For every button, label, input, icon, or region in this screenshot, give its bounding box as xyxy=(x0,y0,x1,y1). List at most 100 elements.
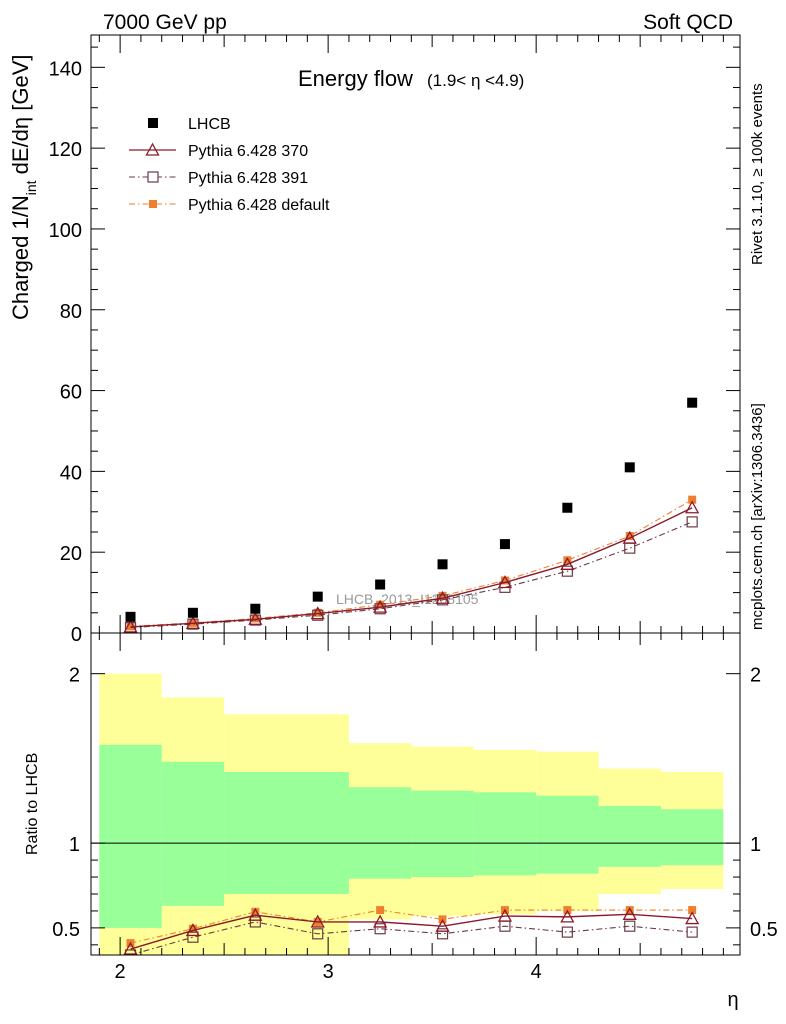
ratio-point-pythia-6-428-default xyxy=(188,924,197,933)
main-point-lhcb xyxy=(624,462,635,473)
x-axis-label: η xyxy=(727,989,738,1011)
main-point-pythia-6-428-391 xyxy=(312,609,324,621)
main-point-pythia-6-428-default xyxy=(438,591,447,600)
stat-uncertainty-band xyxy=(473,792,537,876)
legend-label-pythia-391: Pythia 6.428 391 xyxy=(188,170,308,187)
main-point-pythia-6-428-391 xyxy=(686,516,698,528)
ratio-point-pythia-6-428-370 xyxy=(497,908,513,922)
analysis-watermark: LHCB_2013_I1208105 xyxy=(336,591,479,607)
main-line-pythia-6-428-370 xyxy=(130,507,693,628)
main-point-pythia-6-428-370 xyxy=(185,615,201,629)
y-label-rest: dE/dη [GeV] xyxy=(8,54,33,180)
plot-title: Energy flow xyxy=(298,66,413,91)
main-point-pythia-6-428-default xyxy=(313,608,322,617)
stat-uncertainty-band xyxy=(660,809,724,866)
ratio-point-pythia-6-428-391 xyxy=(561,926,573,938)
stat-uncertainty-band xyxy=(99,744,162,928)
header-energy-label: 7000 GeV pp xyxy=(103,11,227,34)
ratio-point-pythia-6-428-370 xyxy=(310,914,325,928)
stat-uncertainty-band xyxy=(224,771,287,894)
ratio-line-pythia-6-428-391 xyxy=(130,921,693,955)
main-tick-labels: 0 20 40 60 80 100 120 140 xyxy=(49,58,82,646)
ratio-point-pythia-6-428-391 xyxy=(624,920,636,932)
main-y-tick-label: 140 xyxy=(49,58,82,80)
x-tick-label: 2 xyxy=(115,961,126,983)
main-line-pythia-6-428-391 xyxy=(130,521,693,629)
main-point-lhcb xyxy=(125,611,136,622)
rivet-version-label: Rivet 3.1.10, ≥ 100k events xyxy=(749,83,766,265)
main-y-tick-label: 40 xyxy=(60,462,82,484)
main-y-tick-label: 0 xyxy=(71,624,82,646)
ratio-point-pythia-6-428-default xyxy=(688,906,697,915)
main-point-pythia-6-428-default xyxy=(688,495,697,504)
main-y-tick-label: 120 xyxy=(49,139,82,161)
ratio-point-pythia-6-428-391 xyxy=(312,928,324,940)
legend-marker-pythia-391 xyxy=(147,171,159,183)
main-point-lhcb xyxy=(187,607,198,618)
legend-label-lhcb: LHCB xyxy=(188,116,231,133)
main-point-pythia-6-428-default xyxy=(563,556,572,565)
main-point-lhcb xyxy=(687,397,698,408)
ratio-point-pythia-6-428-370 xyxy=(685,911,700,925)
legend-entry-lhcb: LHCB xyxy=(148,116,231,133)
main-point-pythia-6-428-370 xyxy=(248,611,263,625)
ratio-y-tick-label: 2 xyxy=(69,665,80,687)
main-point-pythia-6-428-370 xyxy=(310,606,325,620)
y-label-main: Charged 1/N xyxy=(8,195,33,320)
ratio-plot-frame xyxy=(90,632,741,956)
ratio-y-tick-label-right: 0.5 xyxy=(750,919,778,941)
main-point-pythia-6-428-default xyxy=(500,576,509,585)
main-point-lhcb xyxy=(250,603,261,614)
header-category-label: Soft QCD xyxy=(643,11,733,34)
ratio-uncertainty-bands xyxy=(99,673,724,955)
main-point-pythia-6-428-default xyxy=(251,614,260,623)
ratio-series-layer xyxy=(123,906,700,955)
stat-uncertainty-band xyxy=(598,805,661,867)
ratio-point-pythia-6-428-391 xyxy=(374,923,386,935)
x-tick-label: 3 xyxy=(323,961,334,983)
legend-entry-pythia-391: Pythia 6.428 391 xyxy=(129,170,308,187)
ratio-y-tick-label: 0.5 xyxy=(52,919,80,941)
ratio-point-pythia-6-428-370 xyxy=(248,907,263,921)
legend-marker-pythia-370 xyxy=(145,142,160,156)
ratio-point-pythia-6-428-391 xyxy=(124,949,137,955)
stat-uncertainty-band xyxy=(348,787,412,879)
ratio-point-pythia-6-428-370 xyxy=(123,941,138,955)
main-point-lhcb xyxy=(499,539,510,550)
ratio-point-pythia-6-428-391 xyxy=(187,931,199,943)
legend-entry-pythia-default: Pythia 6.428 default xyxy=(129,197,330,214)
main-point-pythia-6-428-370 xyxy=(123,619,138,633)
ratio-y-tick-label: 1 xyxy=(69,834,80,856)
ratio-point-pythia-6-428-default xyxy=(376,906,385,915)
main-point-pythia-6-428-370 xyxy=(560,556,575,570)
main-point-pythia-6-428-391 xyxy=(561,565,573,577)
ratio-y-tick-label-right: 2 xyxy=(750,665,761,687)
legend-label-pythia-default: Pythia 6.428 default xyxy=(188,197,330,214)
main-point-pythia-6-428-default xyxy=(376,600,385,609)
legend-marker-lhcb xyxy=(148,118,158,128)
main-tick-marks xyxy=(91,35,740,634)
legend-marker-pythia-default xyxy=(149,200,157,208)
ratio-point-pythia-6-428-370 xyxy=(622,906,637,920)
main-y-tick-label: 60 xyxy=(60,382,82,404)
ratio-point-pythia-6-428-default xyxy=(625,906,634,915)
ratio-y-tick-label-right: 1 xyxy=(750,834,761,856)
ratio-panel: 0.5 0.5 1 1 2 2 2 3 4 Ratio to LHCB η xyxy=(24,632,778,1011)
main-point-lhcb xyxy=(562,502,573,513)
ratio-point-pythia-6-428-391 xyxy=(249,916,261,928)
ratio-point-pythia-6-428-370 xyxy=(435,918,450,932)
stat-uncertainty-band xyxy=(536,795,599,874)
ratio-point-pythia-6-428-391 xyxy=(436,928,449,940)
main-point-pythia-6-428-370 xyxy=(622,530,637,544)
main-point-pythia-6-428-391 xyxy=(436,594,449,606)
main-point-pythia-6-428-370 xyxy=(497,575,513,589)
main-point-pythia-6-428-370 xyxy=(685,500,700,514)
main-y-tick-label: 20 xyxy=(60,543,82,565)
ratio-tick-marks xyxy=(91,633,740,955)
main-y-tick-label: 80 xyxy=(60,301,82,323)
legend-entry-pythia-370: Pythia 6.428 370 xyxy=(129,142,308,160)
plot-title-range: (1.9< η <4.9) xyxy=(427,71,524,90)
main-point-pythia-6-428-391 xyxy=(624,542,636,554)
main-point-lhcb xyxy=(312,591,323,602)
